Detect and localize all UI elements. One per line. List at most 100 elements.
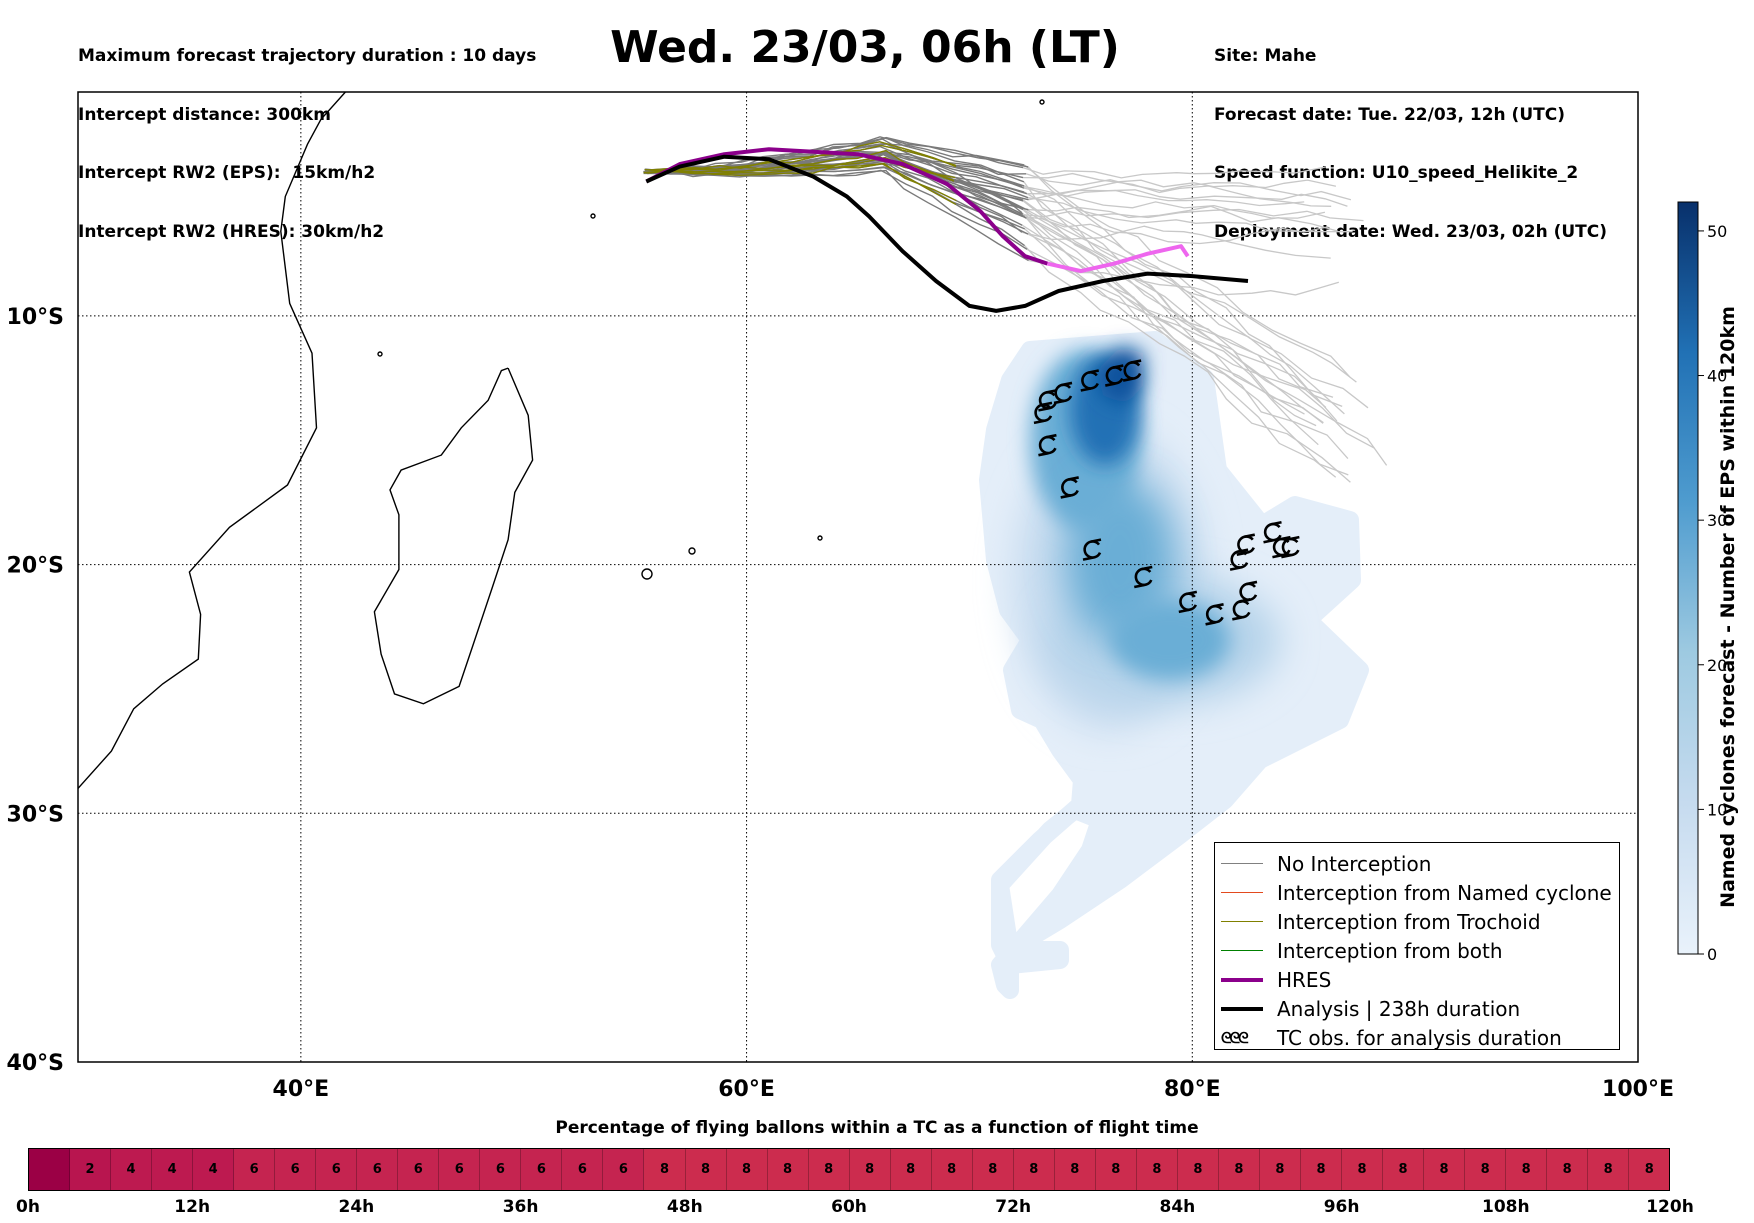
density-blob-4: [1065, 480, 1175, 640]
tc-observation-symbol: [1236, 533, 1256, 556]
map-frame: [77, 91, 1639, 1063]
legend-label: HRES: [1277, 967, 1332, 992]
time-bar-cell: 8: [808, 1149, 850, 1190]
time-bar-cell: 4: [152, 1149, 194, 1190]
ensemble-trajectory-extension: [1021, 208, 1364, 222]
legend-swatch: [1221, 1006, 1263, 1011]
legend: No Interception Interception from Named c…: [1214, 842, 1620, 1050]
lon-tick-label: 40°E: [273, 1077, 330, 1102]
colorbar-title: Named cyclones forecast - Number of EPS …: [1717, 306, 1739, 908]
colorbar-tick-label: 30: [1707, 511, 1727, 530]
legend-label: Analysis | 238h duration: [1277, 996, 1521, 1021]
map-title: Wed. 23/03, 06h (LT): [610, 22, 1120, 73]
time-bar-cell: 6: [275, 1149, 317, 1190]
legend-swatch: [1221, 977, 1263, 982]
time-bar-cell: 6: [521, 1149, 563, 1190]
header-left-info: Maximum forecast trajectory duration : 1…: [78, 8, 536, 262]
density-blob-5: [1110, 600, 1230, 680]
time-bar-cell: 6: [357, 1149, 399, 1190]
time-bar-cell: 8: [767, 1149, 809, 1190]
time-bar-cell: 6: [603, 1149, 645, 1190]
lat-tick-label: 40°S: [7, 1051, 64, 1076]
ensemble-trajectory-extension: [1022, 166, 1327, 179]
ensemble-trajectory-extension: [1027, 233, 1337, 478]
tc-observation-symbol: [1080, 369, 1100, 392]
time-tick-label: 108h: [1482, 1197, 1530, 1217]
time-bar-cell: 6: [234, 1149, 276, 1190]
map-gridlines: [78, 92, 1638, 1062]
ensemble-trajectory-extension: [1023, 185, 1343, 408]
ensemble-trajectory-extension: [1026, 248, 1349, 476]
island-mauritius: [641, 568, 653, 580]
time-bar-cell: [29, 1149, 71, 1190]
time-bar-cell: 8: [1300, 1149, 1342, 1190]
ensemble-trajectory-extension: [1022, 199, 1324, 424]
time-tick-label: 72h: [995, 1197, 1032, 1217]
time-bar-cell: 8: [1013, 1149, 1055, 1190]
header-forecast-date: Forecast date: Tue. 22/03, 12h (UTC): [1214, 104, 1565, 125]
ensemble-trajectory-extension: [1021, 185, 1305, 207]
island-comoros: [377, 351, 383, 357]
ensemble-trajectory-extension: [1027, 166, 1369, 409]
colorbar-gradient: [1677, 201, 1699, 955]
legend-tc-symbol-icon: ᘓᘓᘓ: [1221, 1028, 1249, 1047]
lon-tick-label: 100°E: [1602, 1077, 1674, 1102]
hres-track: [645, 147, 1049, 266]
tc-observation-symbol: [1105, 364, 1124, 387]
lat-tick-label: 10°S: [7, 305, 64, 330]
ensemble-trajectory-trochoid: [648, 144, 957, 171]
tc-observation-symbol: [1205, 603, 1224, 626]
time-bar-cell: 2: [70, 1149, 112, 1190]
ensemble-trajectory-extension: [1022, 209, 1317, 427]
legend-label: Interception from Named cyclone: [1277, 880, 1612, 905]
ensemble-trajectories-trochoid: [643, 141, 957, 205]
time-bar-cell: 4: [111, 1149, 153, 1190]
time-bar-cell: 6: [316, 1149, 358, 1190]
ensemble-trajectories-dark: [643, 136, 1029, 262]
colorbar-tick-label: 0: [1707, 945, 1717, 964]
ensemble-trajectory-trochoid: [648, 141, 957, 174]
coastlines: [78, 92, 1045, 789]
header-right-info: Site: Mahe Forecast date: Tue. 22/03, 12…: [1214, 8, 1607, 262]
ensemble-trajectory-extension: [1024, 245, 1351, 483]
time-bar-cell: 8: [1424, 1149, 1466, 1190]
header-deployment-date: Deployment date: Wed. 23/03, 02h (UTC): [1214, 221, 1608, 242]
ensemble-trajectory: [643, 169, 1029, 262]
tc-observation-symbol: [1053, 381, 1073, 405]
header-max-duration: Maximum forecast trajectory duration : 1…: [78, 46, 537, 66]
lon-tick-label: 60°E: [718, 1077, 775, 1102]
ensemble-trajectory-extension: [1028, 193, 1326, 219]
time-bar-cell: 8: [685, 1149, 727, 1190]
tc-observation-symbol: [1060, 476, 1079, 499]
density-colorbar: 0 10 20 30 40 50: [1677, 201, 1727, 964]
coastline-madagascar: [373, 367, 534, 705]
ensemble-trajectory-extension: [1024, 228, 1375, 449]
time-bar-cell: 4: [193, 1149, 235, 1190]
legend-item: ᘓᘓᘓ TC obs. for analysis duration: [1221, 1023, 1619, 1052]
ensemble-trajectory: [647, 166, 1029, 235]
time-bar-cell: 6: [398, 1149, 440, 1190]
legend-label: TC obs. for analysis duration: [1277, 1025, 1562, 1050]
colorbar-tick-label: 10: [1707, 800, 1727, 819]
header-intercept-hres: Intercept RW2 (HRES): 30km/h2: [78, 221, 385, 242]
time-bar-cell: 6: [480, 1149, 522, 1190]
time-bar-cell: 8: [1547, 1149, 1589, 1190]
time-bar-cell: 8: [644, 1149, 686, 1190]
legend-label: No Interception: [1277, 851, 1432, 876]
analysis-track: [645, 154, 1249, 313]
density-core: [1096, 345, 1144, 406]
colorbar-ticks: 0 10 20 30 40 50: [1698, 222, 1727, 964]
time-bar-cell: 8: [849, 1149, 891, 1190]
time-bar-cell: 8: [1259, 1149, 1301, 1190]
ensemble-trajectory-extension: [1022, 215, 1329, 245]
lat-tick-label: 20°S: [7, 554, 64, 579]
legend-swatch: [1221, 921, 1263, 922]
ensemble-trajectory: [643, 136, 1024, 174]
cyclone-density-field: [979, 331, 1369, 999]
island-seychelles: [590, 213, 596, 219]
ensemble-trajectory-extension: [1025, 217, 1305, 415]
lat-tick-label: 30°S: [7, 802, 64, 827]
colorbar-tick-label: 50: [1707, 222, 1727, 241]
ensemble-trajectories-light: [1021, 164, 1388, 483]
